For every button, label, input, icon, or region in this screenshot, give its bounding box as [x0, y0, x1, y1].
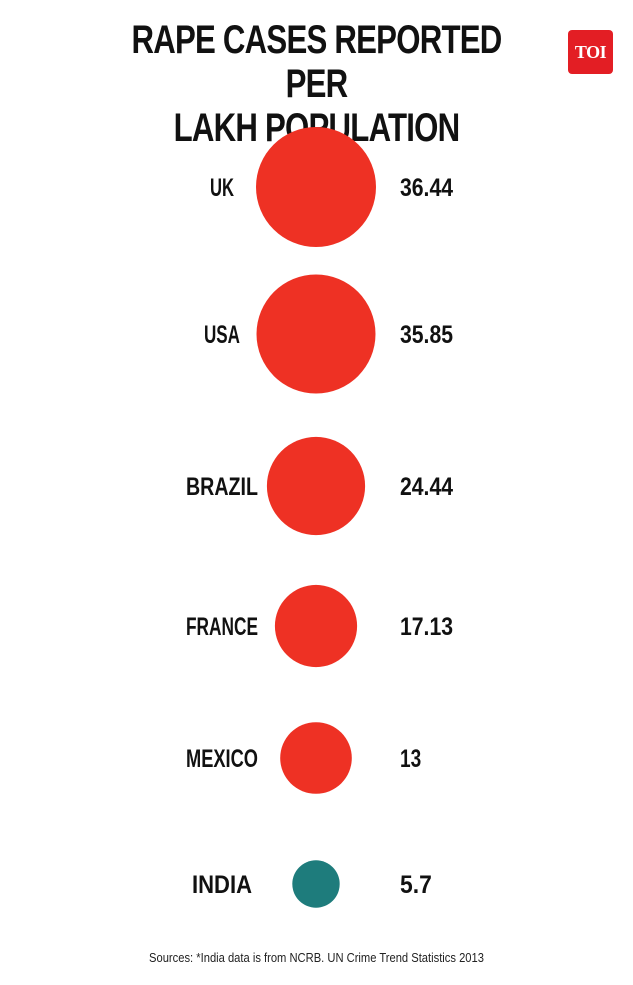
- chart-title: RAPE CASES REPORTED PER LAKH POPULATION: [116, 18, 516, 150]
- value-label-brazil: 24.44: [400, 473, 453, 501]
- value-label-usa: 35.85: [400, 321, 453, 349]
- bubble-brazil: [266, 436, 366, 536]
- toi-logo: TOI: [568, 30, 613, 74]
- country-label-india: INDIA: [192, 871, 252, 899]
- bubble-chart: UK 36.44 USA 35.85 BRAZIL 24.44 FRANCE 17.13 MEX…: [186, 127, 453, 908]
- bubble-uk: [256, 127, 376, 247]
- bubble-france: [274, 584, 358, 668]
- value-label-france: 17.13: [400, 613, 453, 641]
- country-label-uk: UK: [210, 174, 234, 202]
- country-label-brazil: BRAZIL: [186, 473, 258, 501]
- country-label-usa: USA: [204, 321, 240, 349]
- bubble-usa: [256, 274, 376, 394]
- value-label-india: 5.7: [400, 871, 432, 899]
- title-line-1: RAPE CASES REPORTED PER: [131, 18, 502, 106]
- source-note: Sources: *India data is from NCRB. UN Cr…: [149, 950, 484, 965]
- bubble-india: [292, 860, 340, 908]
- bubble-mexico: [280, 722, 352, 794]
- value-label-mexico: 13: [400, 745, 421, 773]
- value-label-uk: 36.44: [400, 174, 453, 202]
- country-label-mexico: MEXICO: [186, 745, 258, 773]
- country-label-france: FRANCE: [186, 613, 258, 641]
